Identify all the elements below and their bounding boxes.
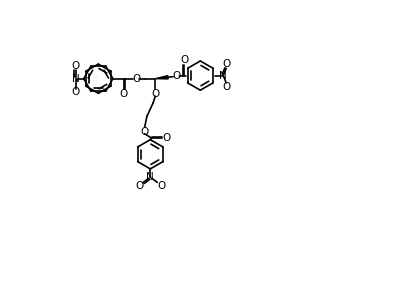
Text: O: O: [72, 61, 80, 71]
Text: O: O: [140, 126, 149, 137]
Text: O: O: [133, 74, 141, 84]
Text: O: O: [151, 89, 159, 99]
Text: O: O: [119, 89, 128, 99]
Text: O: O: [162, 133, 171, 143]
Text: N: N: [147, 172, 154, 182]
Text: O: O: [135, 181, 143, 191]
Text: O: O: [157, 181, 165, 191]
Text: O: O: [173, 71, 181, 81]
Polygon shape: [155, 76, 168, 79]
Text: O: O: [72, 87, 80, 97]
Text: N: N: [72, 74, 80, 84]
Text: N: N: [219, 71, 227, 81]
Text: O: O: [223, 59, 231, 69]
Text: O: O: [223, 82, 231, 92]
Text: O: O: [180, 55, 188, 65]
